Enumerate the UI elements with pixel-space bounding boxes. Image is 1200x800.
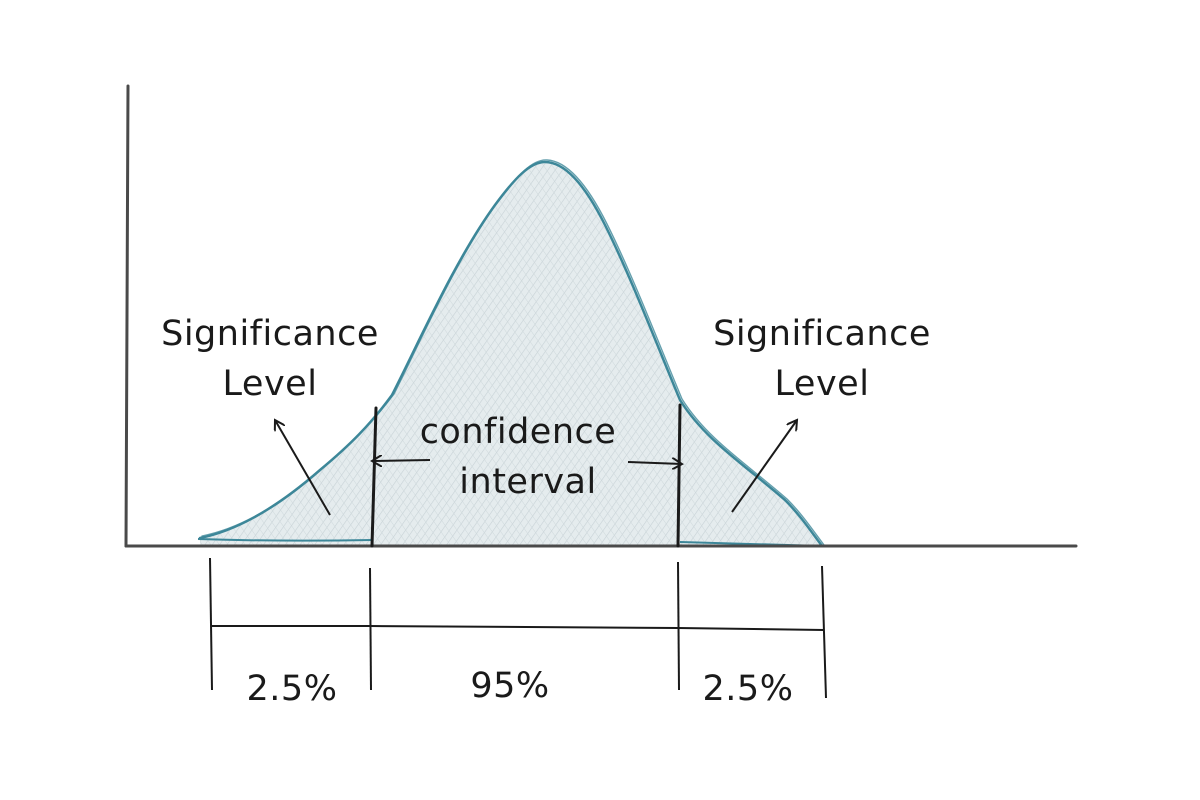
distribution-curve-crosshatch xyxy=(200,162,822,546)
center-percent-label: 95% xyxy=(470,666,549,706)
bracket-tick-left xyxy=(209,557,213,691)
bracket-tick-upper xyxy=(677,561,680,691)
lower-bound-line xyxy=(370,406,378,548)
upper-bound-line xyxy=(676,403,682,548)
confidence-left-arrow xyxy=(372,460,431,461)
distribution-curve-line-sketch xyxy=(201,159,825,546)
confidence-right-arrow xyxy=(627,462,682,464)
confidence-interval-label-line2: interval xyxy=(459,462,596,502)
left-tail-percent-label: 2.5% xyxy=(247,669,338,709)
bracket-horizontal-line xyxy=(212,625,825,631)
bracket-tick-lower xyxy=(369,567,372,691)
right-tail-percent-label: 2.5% xyxy=(703,669,794,709)
left-significance-arrow xyxy=(275,420,331,516)
y-axis xyxy=(124,84,130,548)
bracket-tick-right xyxy=(821,565,827,699)
left-significance-label-line2: Level xyxy=(223,364,318,404)
right-significance-label-line2: Level xyxy=(775,364,870,404)
confidence-interval-label-line1: confidence xyxy=(420,412,617,452)
left-significance-label-line1: Significance xyxy=(161,314,379,354)
right-significance-label-line1: Significance xyxy=(713,314,931,354)
right-significance-arrow xyxy=(731,420,797,513)
curve-baseline-left xyxy=(197,538,373,542)
